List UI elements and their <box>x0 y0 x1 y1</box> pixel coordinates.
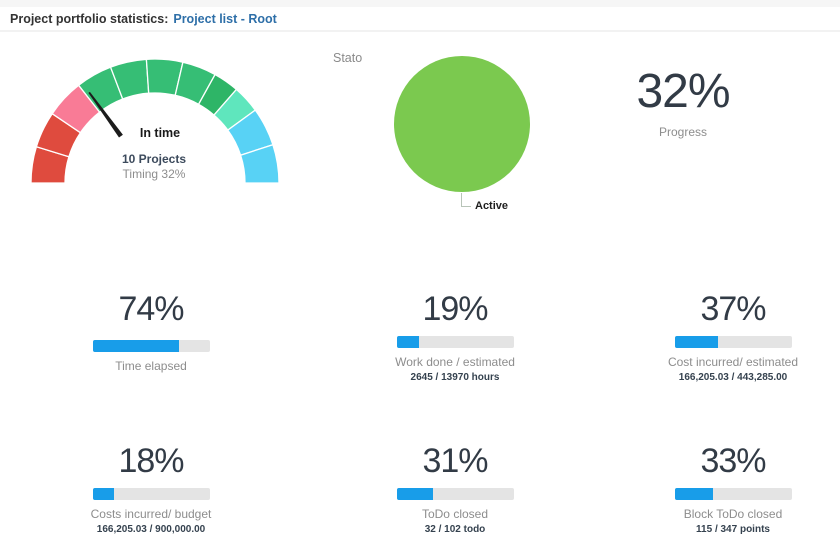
project-list-root-link[interactable]: Project list - Root <box>173 11 277 26</box>
kpi-progress-bar <box>674 488 792 500</box>
kpi-block-todo-closed: 33% Block ToDo closed 115 / 347 points <box>643 442 823 535</box>
kpi-caption: 115 / 347 points <box>696 524 770 535</box>
kpi-time-elapsed: 74% Time elapsed <box>61 290 241 376</box>
kpi-progress-fill <box>674 336 718 348</box>
kpi-value: 33% <box>700 442 766 480</box>
kpi-value: 19% <box>422 290 488 328</box>
page-header: Project portfolio statistics: Project li… <box>0 7 840 32</box>
pie-slice-label: Active <box>475 200 509 212</box>
kpi-todo-closed: 31% ToDo closed 32 / 102 todo <box>365 442 545 535</box>
kpi-caption: 166,205.03 / 443,285.00 <box>678 372 788 383</box>
kpi-label: ToDo closed <box>421 507 489 521</box>
kpi-label: Work done / estimated <box>395 355 515 369</box>
kpi-work-done-estimated: 19% Work done / estimated 2645 / 13970 h… <box>365 290 545 383</box>
gauge-projects-count: 10 Projects <box>121 152 187 166</box>
gauge-chart[interactable] <box>20 45 300 200</box>
kpi-value: 37% <box>700 290 766 328</box>
kpi-costs-incurred-budget: 18% Costs incurred/ budget 166,205.03 / … <box>61 442 241 535</box>
kpi-value: 74% <box>118 290 184 328</box>
kpi-progress-bar <box>674 336 792 348</box>
kpi-label: Cost incurred/ estimated <box>667 355 799 369</box>
kpi-progress-bar <box>396 336 514 348</box>
page-title: Project portfolio statistics: <box>10 11 169 26</box>
kpi-caption: 2645 / 13970 hours <box>410 372 500 383</box>
progress-card-label: Progress <box>658 125 708 139</box>
kpi-progress-fill <box>92 340 180 352</box>
kpi-label: Time elapsed <box>115 359 187 373</box>
kpi-caption: 32 / 102 todo <box>424 524 486 535</box>
kpi-value: 18% <box>118 442 184 480</box>
kpi-label: Costs incurred/ budget <box>90 507 212 521</box>
progress-card: 32% Progress <box>613 65 753 140</box>
pie-label-connector-line <box>461 193 471 207</box>
timing-gauge-tile: In time 10 Projects Timing 32% <box>20 45 300 235</box>
kpi-progress-bar <box>396 488 514 500</box>
kpi-value: 31% <box>422 442 488 480</box>
kpi-progress-bar <box>92 488 210 500</box>
kpi-caption: 166,205.03 / 900,000.00 <box>96 524 206 535</box>
kpi-label: Block ToDo closed <box>683 507 783 521</box>
kpi-progress-fill <box>92 488 114 500</box>
pie-slice-active[interactable] <box>394 56 530 192</box>
gauge-pointer-label: In time <box>139 126 181 140</box>
status-pie-chart[interactable] <box>392 54 532 194</box>
kpi-progress-fill <box>396 336 419 348</box>
pie-chart-title: Stato <box>333 51 363 65</box>
top-strip <box>0 0 840 7</box>
kpi-progress-fill <box>396 488 433 500</box>
kpi-cost-incurred-estimated: 37% Cost incurred/ estimated 166,205.03 … <box>643 290 823 383</box>
kpi-progress-bar <box>92 340 210 352</box>
progress-card-value: 32% <box>636 65 730 118</box>
gauge-caption: Timing 32% <box>122 167 186 181</box>
kpi-progress-fill <box>674 488 714 500</box>
